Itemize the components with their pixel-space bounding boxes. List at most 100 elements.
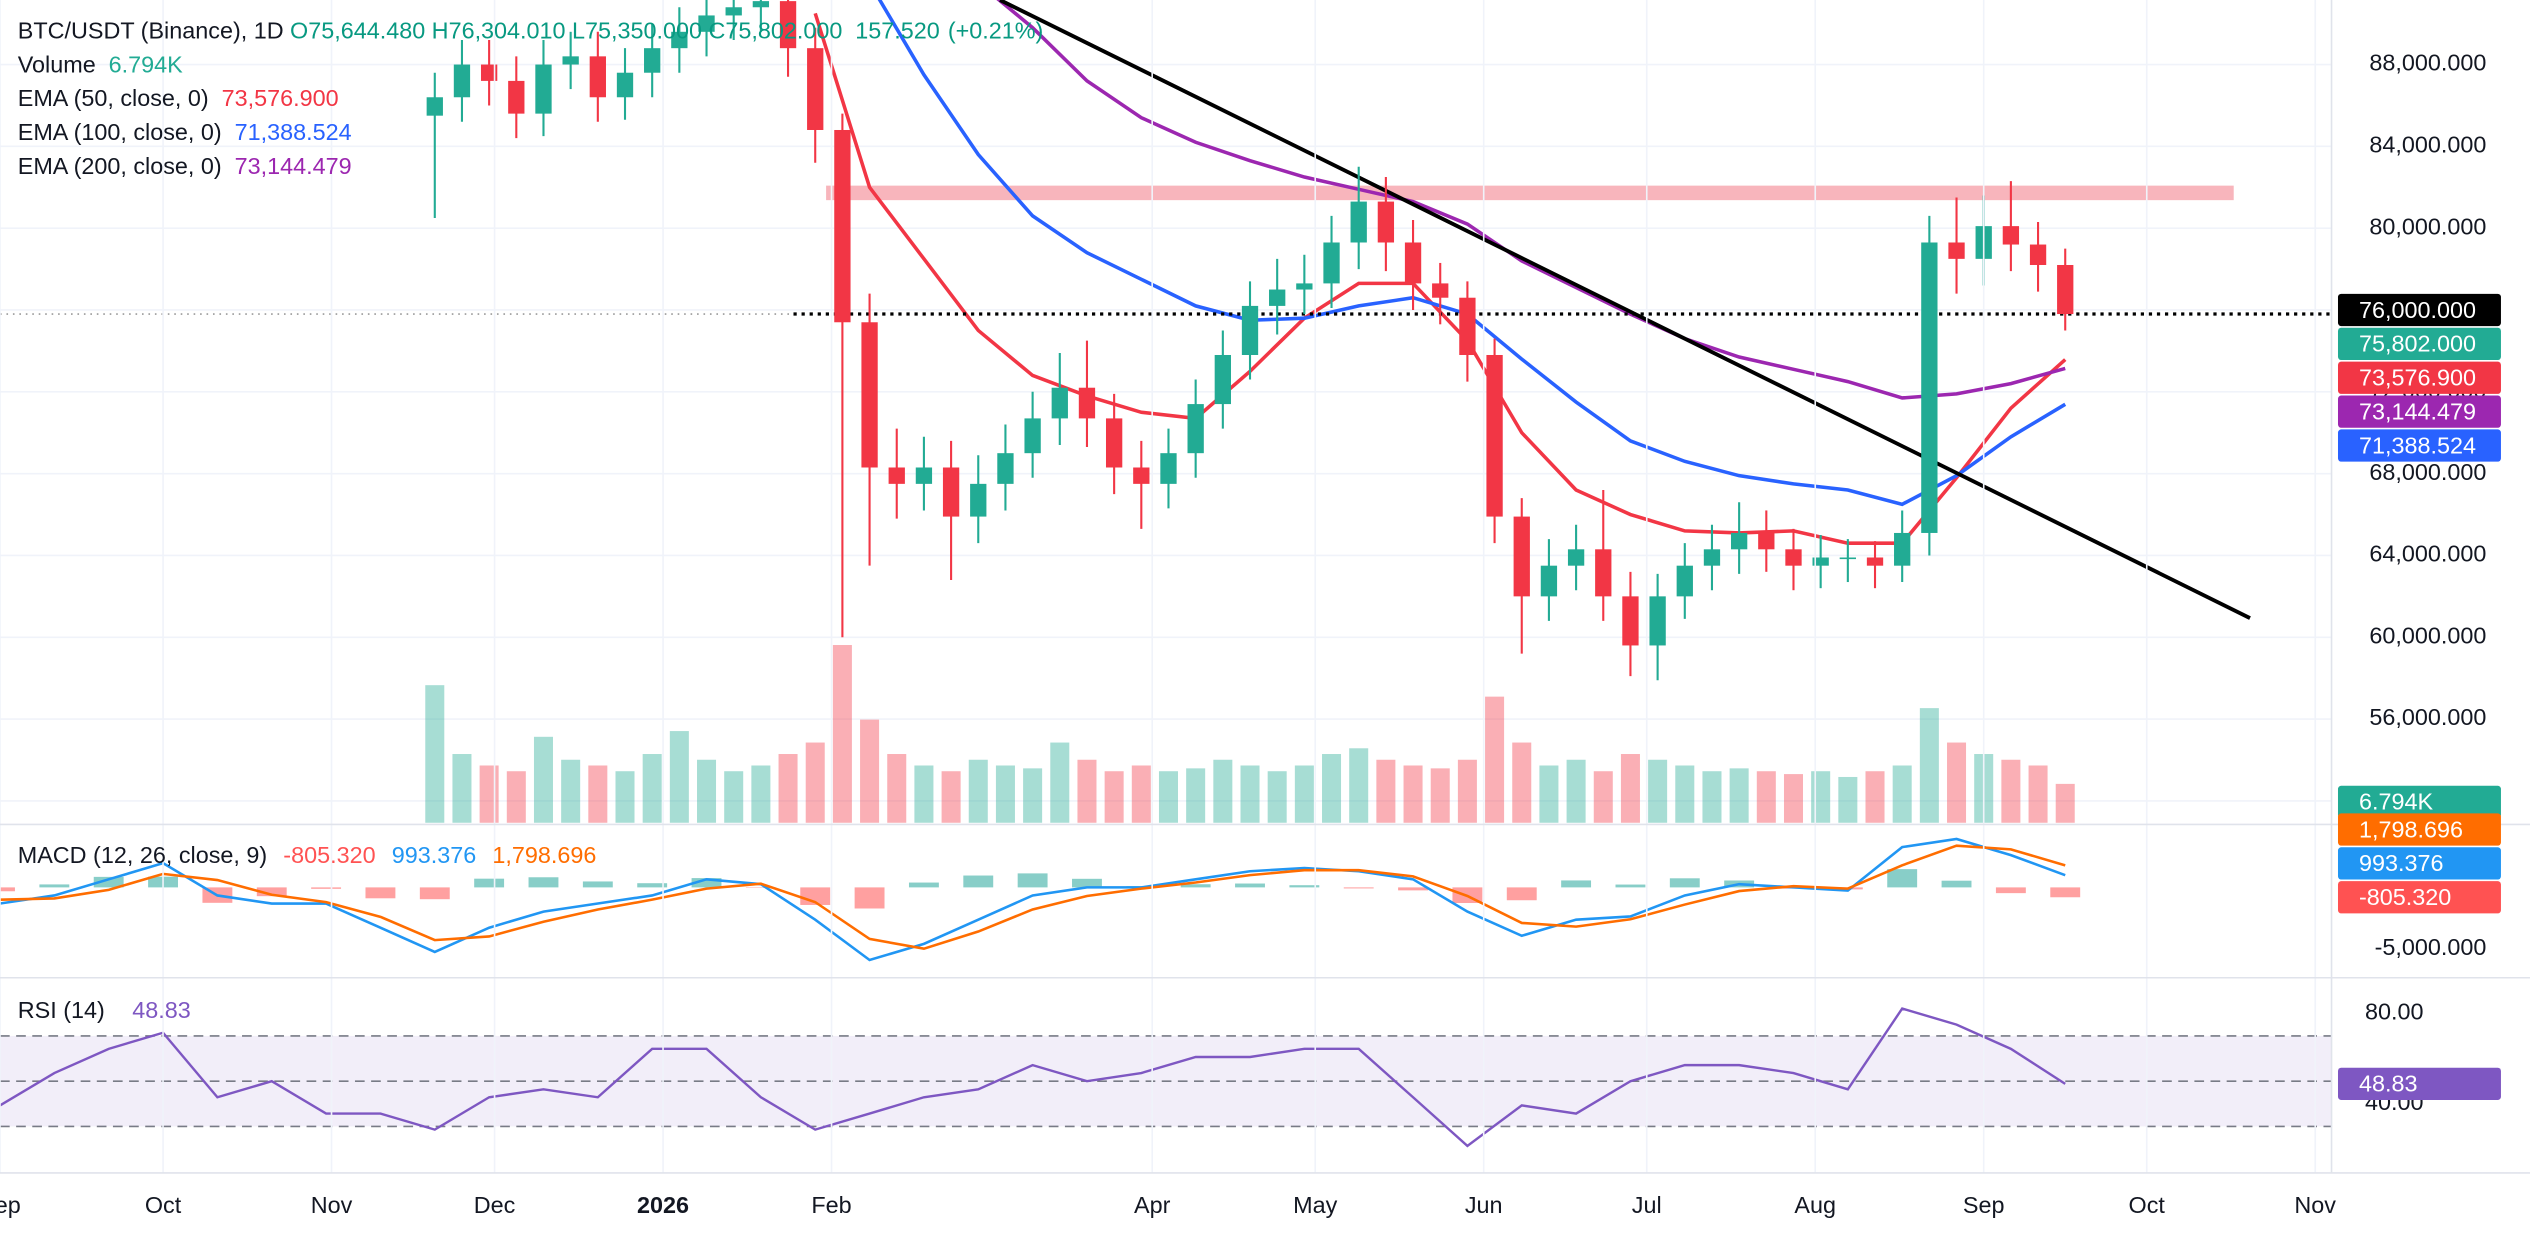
macd-histogram-bar	[691, 878, 722, 888]
volume-bar	[1892, 765, 1912, 823]
legend-text: BTC/USDT (Binance), 1D	[18, 17, 284, 43]
volume-bar	[832, 645, 852, 823]
macd-line	[0, 837, 2066, 962]
y-tick-label: 60,000.000	[2369, 622, 2486, 648]
candle-body	[1595, 549, 1612, 597]
volume-bar	[1104, 771, 1124, 823]
macd-histogram-bar	[1941, 880, 1972, 888]
candle-body	[725, 7, 742, 16]
volume-bar	[669, 731, 689, 823]
legend-text: C75,802.000	[708, 17, 842, 43]
macd-histogram-bar	[1398, 887, 1428, 891]
candle-body	[1785, 549, 1802, 566]
ema-last-label: 71,388.524	[2359, 432, 2476, 458]
x-tick-label: Aug	[1794, 1192, 1836, 1218]
volume-bar	[1702, 771, 1722, 823]
candle-body	[2002, 226, 2020, 245]
macd-histogram-bar	[419, 887, 450, 900]
candle-body	[1921, 242, 1938, 533]
volume-bar	[2028, 765, 2048, 823]
candle-body	[1513, 516, 1530, 597]
y-tick-label: 64,000.000	[2369, 541, 2486, 567]
volume-bar	[751, 765, 771, 823]
volume-bar	[452, 754, 472, 823]
candle-body	[1839, 557, 1856, 560]
candle-body	[1676, 565, 1693, 597]
macd-histogram-bar	[528, 877, 559, 888]
legend-text: (+0.21%)	[948, 17, 1044, 43]
x-tick-label: Jun	[1465, 1192, 1503, 1218]
candle-body	[1051, 387, 1068, 419]
volume-bar	[1131, 765, 1151, 823]
volume-bar	[697, 759, 717, 823]
x-tick-label: Sep	[1963, 1192, 2005, 1218]
trendline	[999, 0, 2251, 620]
y-tick-label: 68,000.000	[2369, 459, 2486, 485]
volume-bar	[425, 685, 445, 823]
x-tick-label: Jul	[1632, 1192, 1662, 1218]
volume-bar	[1783, 774, 1804, 823]
candle-body	[970, 483, 987, 517]
x-tick-label: Feb	[811, 1192, 851, 1218]
candle-body	[1241, 305, 1259, 355]
volume-bar	[805, 742, 825, 823]
legend-text: 71,388.524	[235, 119, 352, 145]
legend-text: 73,144.479	[235, 153, 352, 179]
ema-last-label: 73,576.900	[2359, 365, 2476, 391]
volume-bar	[2001, 759, 2021, 823]
candle-body	[1649, 596, 1666, 646]
y-tick-label: -5,000.000	[2375, 934, 2487, 960]
volume-bar	[1620, 754, 1640, 823]
candle-body	[1758, 532, 1775, 550]
volume-bar	[1430, 768, 1450, 823]
volume-bar	[1050, 742, 1070, 823]
volume-bar	[887, 754, 907, 823]
x-tick-label: May	[1293, 1192, 1337, 1218]
volume-bar	[1512, 742, 1532, 823]
ema-line	[996, 0, 2066, 400]
macd-histogram-bar	[0, 887, 15, 892]
candle-body	[1703, 549, 1721, 566]
volume-bar	[506, 771, 526, 823]
ema-last-label-box	[2337, 429, 2501, 462]
volume-bar	[1158, 771, 1178, 823]
hist-last-label: -805.320	[2359, 884, 2451, 910]
legend-text: O75,644.480	[290, 17, 425, 43]
volume-bar	[1322, 754, 1342, 823]
signal-last-label: 1,798.696	[2359, 816, 2463, 842]
volume-bar	[1457, 759, 1477, 823]
signal-last-label-box	[2337, 813, 2501, 846]
candle-body	[1730, 532, 1748, 550]
macd-histogram-bar	[1887, 869, 1918, 888]
volume-bar	[1485, 696, 1505, 823]
candle-body	[1024, 418, 1041, 454]
signal-line	[0, 844, 2066, 951]
candle-body	[1540, 565, 1558, 597]
volume-bar	[1267, 771, 1287, 823]
price-pane	[0, 0, 2332, 823]
candle-body	[1323, 242, 1340, 284]
macd-histogram-bar	[1561, 880, 1592, 888]
candle-body	[535, 64, 552, 114]
volume-bar	[642, 754, 662, 823]
volume-last-label-box	[2337, 785, 2501, 819]
candle-body	[698, 15, 715, 32]
candle-body	[508, 80, 525, 114]
candle-body	[1486, 354, 1503, 517]
legend-text: EMA (200, close, 0)	[18, 153, 222, 179]
volume-bar	[1240, 765, 1260, 823]
macd-histogram-bar	[1506, 887, 1537, 901]
macd-pane	[0, 837, 2081, 962]
macd-histogram-bar	[1343, 887, 1374, 889]
ema-last-label-box	[2337, 361, 2501, 394]
candle-body	[1078, 387, 1096, 419]
macd-histogram-bar	[474, 878, 505, 888]
candle-body	[589, 56, 606, 98]
rsi-last-label-box	[2337, 1067, 2501, 1100]
volume-bar	[724, 771, 744, 823]
x-tick-label: Nov	[2294, 1192, 2336, 1218]
legend-text: L75,350.000	[572, 17, 702, 43]
y-tick-label: 80.00	[2365, 998, 2424, 1024]
legend-text: -805.320	[283, 842, 375, 868]
candle-body	[671, 31, 688, 49]
